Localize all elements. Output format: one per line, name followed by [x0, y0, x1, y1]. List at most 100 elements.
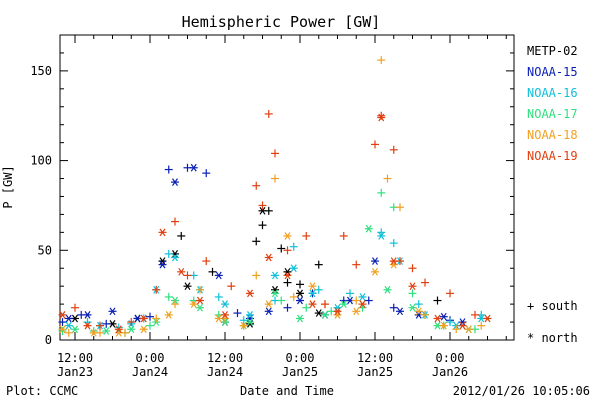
noaa-18-south-point	[289, 292, 298, 301]
noaa-19-north-point	[177, 267, 186, 276]
metp-02-south-point	[258, 221, 267, 230]
noaa-19-north-point	[377, 113, 386, 122]
x-tick-label-time: 12:00	[357, 351, 393, 365]
noaa-17-north-point	[364, 224, 373, 233]
noaa-19-south-point	[227, 282, 236, 291]
noaa-18-north-point	[114, 328, 123, 337]
x-tick-label-time: 12:00	[207, 351, 243, 365]
noaa-19-north-point	[333, 307, 342, 316]
metp-02-south-point	[314, 260, 323, 269]
noaa-18-south-point	[377, 56, 386, 65]
noaa-16-north-point	[271, 271, 279, 280]
noaa-18-south-point	[271, 174, 279, 183]
x-axis-label: Date and Time	[240, 384, 334, 398]
noaa-15-south-point	[202, 169, 211, 178]
noaa-16-south-point	[314, 285, 323, 294]
noaa-19-south-point	[371, 140, 379, 149]
noaa-19-south-point	[264, 109, 273, 118]
noaa-17-north-point	[296, 314, 304, 323]
noaa-19-south-point	[71, 303, 79, 312]
metp-02-south-point	[252, 237, 261, 246]
noaa-19-north-point	[358, 300, 367, 308]
noaa-17-south-point	[146, 321, 154, 330]
noaa-18-north-point	[371, 267, 379, 276]
noaa-16-south-point	[289, 242, 298, 251]
noaa-19-south-point	[339, 231, 348, 240]
noaa-16-south-point	[389, 239, 398, 248]
x-tick-label-time: 0:00	[136, 351, 165, 365]
noaa-15-north-point	[371, 257, 379, 265]
x-tick-label-date: Jan23	[57, 365, 93, 379]
metp-02-north-point	[158, 257, 167, 265]
noaa-19-south-point	[389, 145, 398, 154]
noaa-19-south-point	[171, 217, 179, 226]
noaa-16-north-point	[221, 300, 229, 308]
y-axis-label: P [GW]	[1, 165, 15, 208]
legend-entry-noaa-17: NOAA-17	[527, 107, 578, 121]
noaa-17-south-point	[277, 296, 286, 305]
metp-02-south-point	[283, 278, 292, 287]
x-tick-label-time: 0:00	[436, 351, 465, 365]
noaa-15-south-point	[364, 296, 373, 305]
noaa-15-south-point	[389, 303, 398, 312]
noaa-17-north-point	[246, 318, 254, 326]
legend-entry-noaa-19: NOAA-19	[527, 149, 578, 163]
noaa-19-north-point	[158, 228, 167, 237]
metp-02-north-point	[314, 309, 323, 317]
x-tick-label-date: Jan24	[207, 365, 243, 379]
noaa-18-north-point	[333, 311, 342, 319]
noaa-16-north-point	[64, 321, 73, 330]
metp-02-south-point	[277, 244, 286, 253]
marker-legend: + south * north	[527, 299, 578, 345]
noaa-18-north-point	[283, 232, 292, 240]
noaa-15-north-point	[439, 312, 448, 321]
noaa-19-south-point	[127, 318, 136, 327]
noaa-16-south-point	[446, 318, 454, 327]
noaa-19-south-point	[183, 271, 192, 280]
legend: METP-02 NOAA-15 NOAA-16 NOAA-17 NOAA-18 NOAA-…	[527, 44, 578, 163]
metp-02-north-point	[283, 267, 292, 276]
noaa-17-north-point	[383, 285, 392, 294]
noaa-15-north-point	[214, 271, 223, 280]
legend-entry-noaa-15: NOAA-15	[527, 65, 578, 79]
noaa-18-north-point	[214, 314, 223, 323]
noaa-15-north-point	[108, 307, 117, 316]
noaa-19-south-point	[271, 149, 279, 158]
noaa-19-south-point	[421, 278, 429, 287]
noaa-18-north-point	[464, 325, 473, 334]
noaa-17-north-point	[102, 327, 111, 335]
noaa-17-south-point	[377, 188, 386, 197]
noaa-18-north-point	[264, 300, 273, 308]
noaa-15-north-point	[83, 311, 92, 319]
noaa-19-north-point	[389, 257, 398, 265]
plot-area	[59, 34, 515, 341]
noaa-17-north-point	[271, 289, 279, 298]
x-tick-label-date: Jan26	[432, 365, 468, 379]
noaa-15-north-point	[458, 318, 467, 326]
noaa-18-north-point	[389, 260, 398, 269]
noaa-18-north-point	[89, 328, 98, 337]
noaa-16-north-point	[289, 264, 298, 273]
noaa-18-south-point	[396, 203, 404, 212]
data-markers	[58, 56, 492, 337]
noaa-16-north-point	[246, 311, 254, 319]
metp-02-south-point	[177, 231, 186, 240]
noaa-19-north-point	[221, 311, 229, 319]
y-tick-label: 50	[38, 243, 52, 257]
noaa-18-south-point	[252, 271, 261, 280]
noaa-17-north-point	[321, 311, 329, 319]
noaa-16-south-point	[346, 289, 354, 298]
metp-02-south-point	[208, 267, 217, 276]
noaa-15-north-point	[158, 260, 167, 269]
noaa-16-north-point	[333, 303, 342, 312]
noaa-15-north-point	[171, 178, 179, 186]
metp-02-north-point	[258, 206, 267, 215]
noaa-18-south-point	[352, 296, 361, 305]
noaa-16-north-point	[377, 232, 386, 240]
noaa-19-south-point	[471, 310, 479, 319]
noaa-15-south-point	[58, 318, 67, 327]
y-tick-label: 0	[45, 333, 52, 347]
noaa-15-south-point	[102, 319, 111, 328]
noaa-16-south-point	[414, 300, 423, 309]
noaa-15-north-point	[189, 163, 198, 172]
